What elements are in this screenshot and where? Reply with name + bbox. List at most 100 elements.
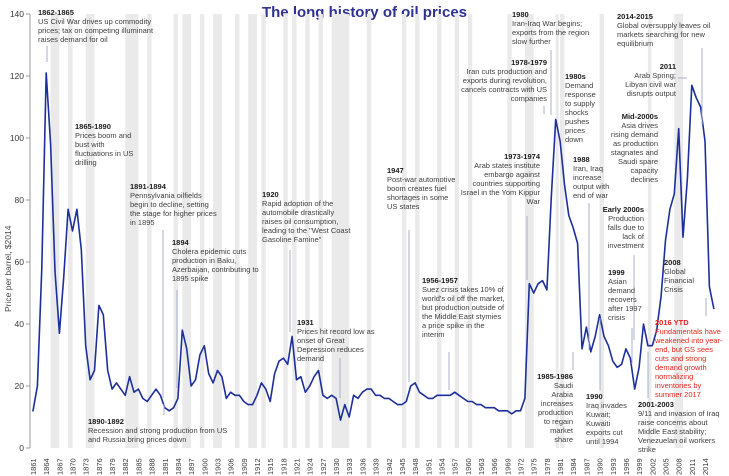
x-tick-label: 1933 [345,458,354,475]
annotation-1947: 1947 Post-war automotive boom creates fue… [387,166,457,211]
y-tick-label: 140 [10,9,24,19]
recession-band [248,14,258,448]
annotation-year: 1978-1979 [511,58,547,67]
annotation-year: 1973-1974 [504,152,540,161]
recession-band [674,14,684,448]
annotation-text: Iran, Iraq increase output with end of w… [573,164,610,200]
recession-band [560,14,565,448]
annotation-year: 2014-2015 [617,12,653,21]
x-tick-label: 1897 [187,458,196,475]
y-tick-label: 60 [15,257,25,267]
x-tick-label: 2014 [701,458,710,475]
x-tick-label: 2008 [675,458,684,475]
recession-band [85,14,95,448]
annotation-year: 1980 [512,10,529,19]
annotation-1990: 1990 Iraq invades Kuwait; Kuwaiti exports… [586,392,634,446]
x-tick-label: 1885 [134,458,143,475]
x-tick-label: 1930 [332,458,341,475]
annotation-year: 2008 [664,258,681,267]
annotation-year: 2001-2003 [638,400,674,409]
x-tick-label: 1951 [424,458,433,475]
recession-band [50,14,60,448]
annotation-2008: 2008 Global Financial Crisis [664,258,704,294]
recession-band [147,14,152,448]
x-tick-label: 1984 [569,458,578,475]
x-tick-label: 1996 [622,458,631,475]
x-tick-label: 1957 [451,458,460,475]
x-tick-label: 1963 [477,458,486,475]
annotation-2014-2015: 2014-2015 Global oversupply leaves oil ma… [617,12,715,48]
x-tick-label: 1969 [503,458,512,475]
annotation-text: Arab Spring; Libyan civil war disrupts o… [625,71,676,98]
annotation-text: Suez crisis takes 10% of world's oil off… [422,285,505,339]
annotation-text: Pennsylvania oilfields begin to decline,… [130,191,217,227]
annotation-1978-1979: 1978-1979 Iran cuts production and export… [443,58,547,103]
annotation-year: 1931 [297,318,314,327]
annotation-1890-1892: 1890-1892 Recession and strong production… [88,417,230,444]
y-tick-label: 80 [15,195,25,205]
recession-band [555,14,559,448]
x-tick-label: 1915 [266,458,275,475]
annotation-1862-1865: 1862-1865 US Civil War drives up commodit… [38,8,172,44]
annotation-text: Global oversupply leaves oil markets sea… [617,21,711,48]
x-tick-label: 1960 [464,458,473,475]
x-tick-label: 1882 [121,458,130,475]
annotation-1980s: 1980s Demand response to supply shocks pu… [565,72,603,144]
annotation-year: 1862-1865 [38,8,74,17]
x-tick-label: 1999 [635,458,644,475]
x-tick-label: 1903 [213,458,222,475]
recession-band [401,14,407,448]
x-tick-label: 1912 [253,458,262,475]
recession-band [524,14,534,448]
annotation-2016-ytd: 2016 YTD Fundamentals have weakened into … [655,318,727,399]
annotation-year: 1956-1957 [422,276,458,285]
annotation-text: Iraq invades Kuwait; Kuwaiti exports cut… [586,401,627,446]
recession-band [507,14,512,448]
x-tick-label: 1939 [372,458,381,475]
annotation-year: 2011 [659,62,676,71]
annotation-text: Recession and strong production from US … [88,426,228,444]
annotation-year: 2016 YTD [655,318,689,327]
annotation-year: 1985-1986 [537,372,573,381]
x-tick-label: 1918 [279,458,288,475]
y-tick-label: 40 [15,319,25,329]
x-tick-label: 2002 [648,458,657,475]
recession-band [125,14,139,448]
x-tick-label: 1870 [69,458,78,475]
x-tick-label: 1891 [161,458,170,475]
x-tick-label: 1945 [398,458,407,475]
x-tick-label: 1900 [200,458,209,475]
recession-band [467,14,473,448]
annotation-year: Mid-2000s [621,112,658,121]
x-tick-label: 1954 [437,458,446,475]
recession-band [437,14,442,448]
annotation-text: Asia drives rising demand as production … [610,121,658,184]
recession-band [318,14,323,448]
x-tick-label: 1936 [358,458,367,475]
annotation-year: 1920 [262,190,279,199]
x-tick-label: 1906 [227,458,236,475]
x-tick-label: 1894 [174,458,183,475]
recession-band [305,14,310,448]
annotation-1931: 1931 Prices hit record low as onset of Gr… [297,318,381,363]
annotation-2011: 2011 Arab Spring; Libyan civil war disrup… [614,62,676,98]
annotation-text: Fundamentals have weakened into year-end… [655,327,723,399]
x-tick-label: 1993 [609,458,618,475]
annotation-year: 1894 [172,238,189,247]
recession-band [213,14,222,448]
annotation-1999: 1999 Asian demand recovers after 1997 cri… [608,268,650,322]
x-tick-label: 1909 [240,458,249,475]
annotation-early-2000s: Early 2000s Production falls due to lack … [598,205,644,250]
x-tick-label: 2011 [688,459,697,475]
recession-band [366,14,372,448]
annotation-text: Saudi Arabia increases production to reg… [537,381,573,444]
x-tick-label: 2005 [661,458,670,475]
recession-band [182,14,192,448]
annotation-1891-1894: 1891-1894 Pennsylvania oilfields begin to… [130,182,218,227]
x-tick-label: 1966 [490,458,499,475]
x-tick-label: 1921 [293,458,302,475]
annotation-text: Demand response to supply shocks pushes … [565,81,596,144]
recession-band [283,14,288,448]
y-tick-label: 20 [15,381,25,391]
